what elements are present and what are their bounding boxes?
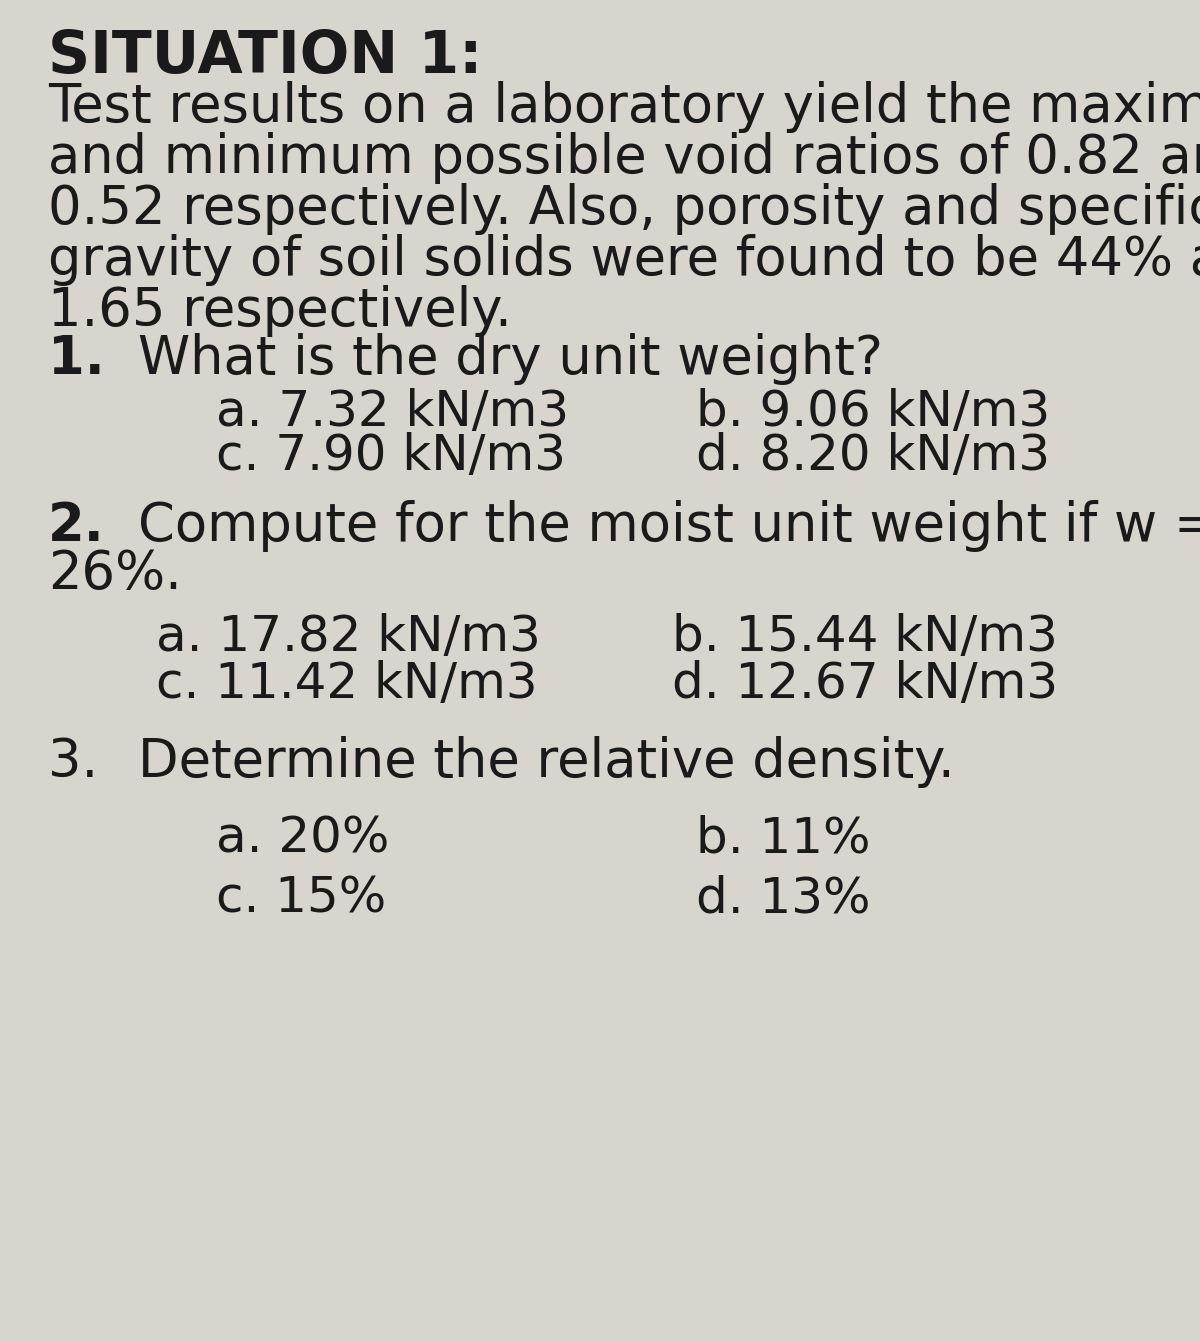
Text: a. 17.82 kN/m3: a. 17.82 kN/m3 — [156, 613, 541, 661]
Text: Compute for the moist unit weight if w =: Compute for the moist unit weight if w = — [138, 500, 1200, 551]
Text: a. 20%: a. 20% — [216, 814, 389, 862]
Text: 3.: 3. — [48, 736, 98, 787]
Text: Test results on a laboratory yield the maximum: Test results on a laboratory yield the m… — [48, 82, 1200, 133]
Text: d. 12.67 kN/m3: d. 12.67 kN/m3 — [672, 660, 1058, 708]
Text: b. 11%: b. 11% — [696, 814, 870, 862]
Text: 26%.: 26%. — [48, 548, 182, 599]
Text: 1.: 1. — [48, 334, 104, 385]
Text: What is the dry unit weight?: What is the dry unit weight? — [138, 334, 883, 385]
Text: c. 15%: c. 15% — [216, 874, 386, 923]
Text: Determine the relative density.: Determine the relative density. — [138, 736, 955, 787]
Text: d. 8.20 kN/m3: d. 8.20 kN/m3 — [696, 432, 1050, 480]
Text: 2.: 2. — [48, 500, 104, 551]
Text: b. 15.44 kN/m3: b. 15.44 kN/m3 — [672, 613, 1058, 661]
Text: c. 11.42 kN/m3: c. 11.42 kN/m3 — [156, 660, 538, 708]
Text: d. 13%: d. 13% — [696, 874, 870, 923]
Text: gravity of soil solids were found to be 44% and: gravity of soil solids were found to be … — [48, 235, 1200, 286]
Text: and minimum possible void ratios of 0.82 and: and minimum possible void ratios of 0.82… — [48, 133, 1200, 184]
Text: 1.65 respectively.: 1.65 respectively. — [48, 286, 512, 337]
Text: c. 7.90 kN/m3: c. 7.90 kN/m3 — [216, 432, 566, 480]
Text: SITUATION 1:: SITUATION 1: — [48, 28, 482, 84]
Text: b. 9.06 kN/m3: b. 9.06 kN/m3 — [696, 388, 1050, 436]
Text: 0.52 respectively. Also, porosity and specific: 0.52 respectively. Also, porosity and sp… — [48, 184, 1200, 235]
Text: a. 7.32 kN/m3: a. 7.32 kN/m3 — [216, 388, 569, 436]
